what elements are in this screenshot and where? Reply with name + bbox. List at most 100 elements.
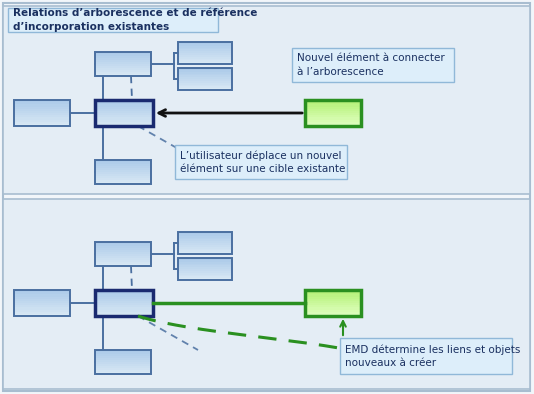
Bar — [14, 106, 70, 109]
Bar — [178, 241, 232, 243]
Bar — [95, 307, 153, 310]
Bar — [178, 62, 232, 64]
Bar — [178, 260, 232, 262]
Bar — [178, 273, 232, 275]
Bar — [14, 312, 70, 314]
Bar — [95, 303, 153, 305]
Bar — [14, 303, 70, 305]
Bar — [95, 176, 151, 178]
Bar — [95, 305, 153, 307]
Bar — [178, 48, 232, 49]
Bar — [95, 124, 153, 126]
Bar — [95, 254, 151, 256]
Bar — [178, 271, 232, 273]
Bar — [178, 236, 232, 238]
Bar — [14, 117, 70, 119]
Bar — [14, 109, 70, 111]
Bar — [305, 303, 361, 305]
Bar — [95, 242, 151, 244]
Bar — [95, 52, 151, 54]
Bar — [178, 72, 232, 74]
Bar — [14, 301, 70, 303]
Bar — [95, 314, 153, 316]
Bar — [95, 62, 151, 64]
Bar — [178, 275, 232, 276]
Bar — [95, 350, 151, 352]
Bar — [95, 162, 151, 164]
Bar — [14, 299, 70, 301]
Bar — [305, 106, 361, 109]
Bar — [95, 56, 151, 58]
Text: EMD détermine les liens et objets
nouveaux à créer: EMD détermine les liens et objets nouvea… — [345, 344, 520, 368]
Bar — [178, 79, 232, 81]
Bar — [178, 232, 232, 234]
Bar — [14, 305, 70, 307]
Bar — [95, 312, 153, 314]
Bar — [95, 256, 151, 258]
Bar — [305, 301, 361, 303]
Bar — [178, 58, 232, 60]
Bar — [3, 6, 530, 194]
Bar — [95, 160, 151, 184]
Bar — [95, 358, 151, 360]
Bar — [95, 260, 151, 262]
Bar — [178, 49, 232, 51]
Bar — [14, 292, 70, 294]
Bar — [95, 174, 151, 176]
Bar — [95, 246, 151, 248]
Bar — [95, 262, 151, 264]
Bar — [305, 299, 361, 301]
Bar — [305, 115, 361, 117]
Bar — [178, 46, 232, 48]
Bar — [95, 102, 153, 104]
Bar — [178, 86, 232, 88]
Bar — [305, 312, 361, 314]
Bar — [178, 252, 232, 254]
Bar — [95, 310, 153, 312]
Bar — [178, 267, 232, 269]
Bar — [95, 60, 151, 62]
Bar — [175, 145, 347, 179]
Bar — [95, 182, 151, 184]
Bar — [14, 310, 70, 312]
Bar — [178, 60, 232, 62]
Bar — [178, 68, 232, 70]
Bar — [305, 111, 361, 113]
Bar — [305, 102, 361, 104]
Bar — [95, 72, 151, 74]
Bar — [95, 68, 151, 70]
Bar — [14, 290, 70, 292]
Bar — [178, 57, 232, 58]
Bar — [3, 199, 530, 389]
Bar — [178, 265, 232, 267]
Bar — [178, 245, 232, 247]
Bar — [305, 290, 361, 316]
Bar — [95, 111, 153, 113]
Bar — [178, 44, 232, 46]
Bar — [178, 42, 232, 64]
Bar — [95, 364, 151, 366]
Bar — [14, 314, 70, 316]
Bar — [178, 84, 232, 86]
Text: Relations d’arborescence et de référence
d’incorporation existantes: Relations d’arborescence et de référence… — [13, 8, 257, 32]
Bar — [95, 290, 153, 292]
Bar — [95, 52, 151, 76]
Bar — [305, 117, 361, 119]
Bar — [95, 301, 153, 303]
Bar — [95, 122, 153, 124]
Bar — [14, 124, 70, 126]
Bar — [340, 338, 512, 374]
Bar — [95, 299, 153, 301]
Text: L’utilisateur déplace un nouvel
élément sur une cible existante: L’utilisateur déplace un nouvel élément … — [180, 150, 345, 174]
Bar — [95, 178, 151, 180]
Bar — [305, 310, 361, 312]
Bar — [305, 292, 361, 294]
Bar — [178, 250, 232, 252]
Text: Nouvel élément à connecter
à l’arborescence: Nouvel élément à connecter à l’arboresce… — [297, 54, 445, 76]
Bar — [95, 117, 153, 119]
Bar — [305, 109, 361, 111]
Bar — [305, 122, 361, 124]
Bar — [95, 264, 151, 266]
Bar — [14, 294, 70, 297]
Bar — [95, 297, 153, 299]
